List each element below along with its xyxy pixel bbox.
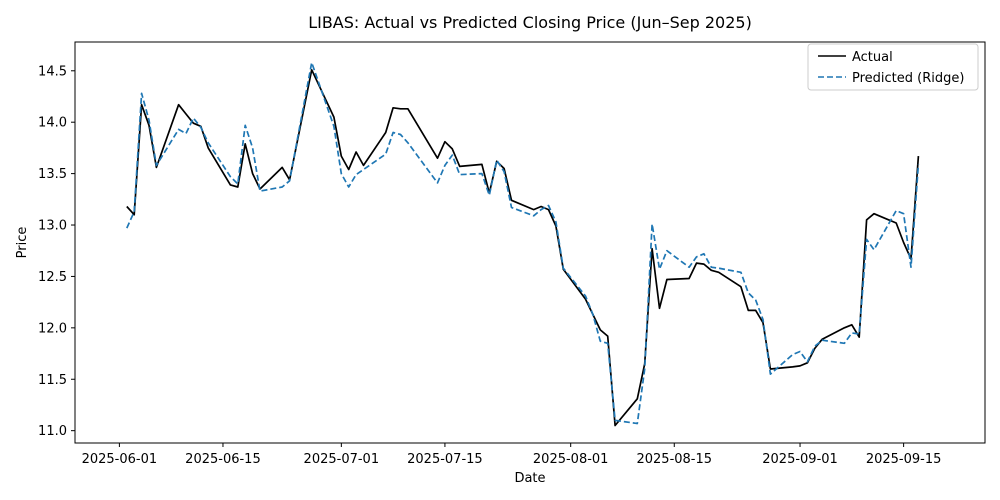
series-layer <box>126 61 920 427</box>
legend: Actual Predicted (Ridge) <box>807 43 979 91</box>
y-tick-label: 12.5 <box>38 270 67 285</box>
legend-label-actual: Actual <box>852 50 893 65</box>
y-tick-label: 13.5 <box>38 167 67 182</box>
x-tick-label: 2025-09-01 <box>762 452 838 467</box>
legend-label-predicted: Predicted (Ridge) <box>852 71 964 86</box>
y-tick-label: 12.0 <box>38 321 67 336</box>
x-tick-label: 2025-06-01 <box>82 452 158 467</box>
x-tick-label: 2025-06-15 <box>185 452 261 467</box>
y-axis: 11.0 11.5 12.0 12.5 13.0 13.5 14.0 14.5 <box>38 64 75 439</box>
x-tick-label: 2025-08-01 <box>533 452 609 467</box>
y-tick-label: 11.0 <box>38 424 67 439</box>
x-tick-label: 2025-09-15 <box>866 452 942 467</box>
y-axis-label: Price <box>15 227 30 259</box>
y-tick-label: 14.5 <box>38 64 67 79</box>
series-line-predicted <box>126 61 920 425</box>
series-line-actual <box>126 68 920 427</box>
y-tick-label: 14.0 <box>38 116 67 131</box>
y-tick-label: 13.0 <box>38 219 67 234</box>
x-tick-label: 2025-07-01 <box>304 452 380 467</box>
x-axis: 2025-06-01 2025-06-15 2025-07-01 2025-07-15… <box>82 443 942 467</box>
plot-area <box>74 41 986 444</box>
x-tick-label: 2025-07-15 <box>407 452 483 467</box>
x-axis-label: Date <box>514 471 545 486</box>
chart-title: LIBAS: Actual vs Predicted Closing Price… <box>308 13 752 32</box>
y-tick-label: 11.5 <box>38 373 67 388</box>
x-tick-label: 2025-08-15 <box>636 452 712 467</box>
